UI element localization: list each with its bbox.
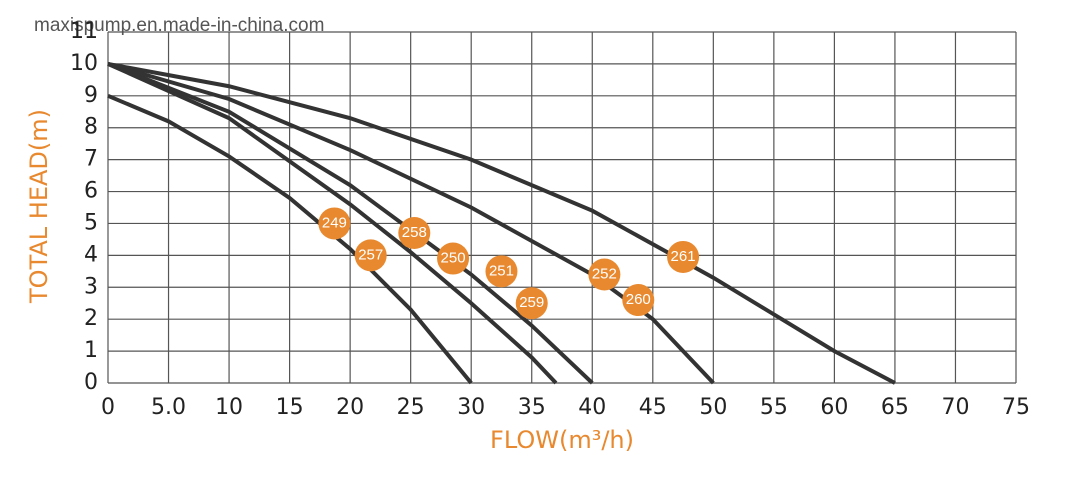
x-axis-title: FLOW(m³/h) [490,426,634,454]
y-tick-label: 0 [84,370,98,395]
model-label: 249 [322,214,347,231]
x-tick-label: 0 [101,395,115,420]
y-tick-label: 8 [84,115,98,140]
model-badge [437,242,470,275]
x-tick-label: 35 [518,395,546,420]
model-badge [667,240,700,273]
x-tick-label: 65 [881,395,909,420]
y-tick-label: 11 [70,19,98,44]
model-badge [354,239,387,272]
x-tick-label: 70 [941,395,969,420]
y-tick-label: 9 [84,83,98,108]
model-badge [622,284,655,317]
y-axis-title: TOTAL HEAD(m) [25,109,53,304]
pump-curve [107,93,473,385]
x-tick-label: 40 [578,395,606,420]
watermark: maxispump.en.made-in-china.com [34,15,324,36]
x-tick-label: 10 [215,395,243,420]
model-label: 252 [592,265,617,282]
y-tick-label: 3 [84,274,98,299]
y-tick-label: 1 [84,338,98,363]
pump-curve [107,61,715,385]
model-label: 261 [671,248,696,265]
model-badge [485,255,518,288]
x-tick-label: 20 [336,395,364,420]
model-label: 257 [358,246,383,263]
y-tick-label: 6 [84,179,98,204]
y-tick-label: 5 [84,210,98,235]
model-label: 259 [519,294,544,311]
x-tick-label: 25 [397,395,425,420]
x-tick-label: 55 [760,395,788,420]
x-tick-label: 75 [1002,395,1030,420]
x-tick-label: 15 [276,395,304,420]
model-label: 258 [402,224,427,241]
x-tick-label: 50 [699,395,727,420]
model-label: 251 [489,262,514,279]
x-tick-label: 60 [820,395,848,420]
pump-curve [107,62,558,385]
y-tick-label: 7 [84,147,98,172]
model-label: 250 [441,250,466,267]
x-tick-label: 5.0 [151,395,186,420]
y-tick-label: 4 [84,242,98,267]
model-badge [318,207,351,240]
x-tick-label: 45 [639,395,667,420]
model-badge [515,287,548,320]
y-tick-label: 10 [70,51,98,76]
model-label: 260 [626,291,651,308]
pump-curve [107,61,896,385]
x-tick-label: 30 [457,395,485,420]
model-badge [588,258,621,291]
model-badge [398,217,431,250]
y-tick-label: 2 [84,306,98,331]
